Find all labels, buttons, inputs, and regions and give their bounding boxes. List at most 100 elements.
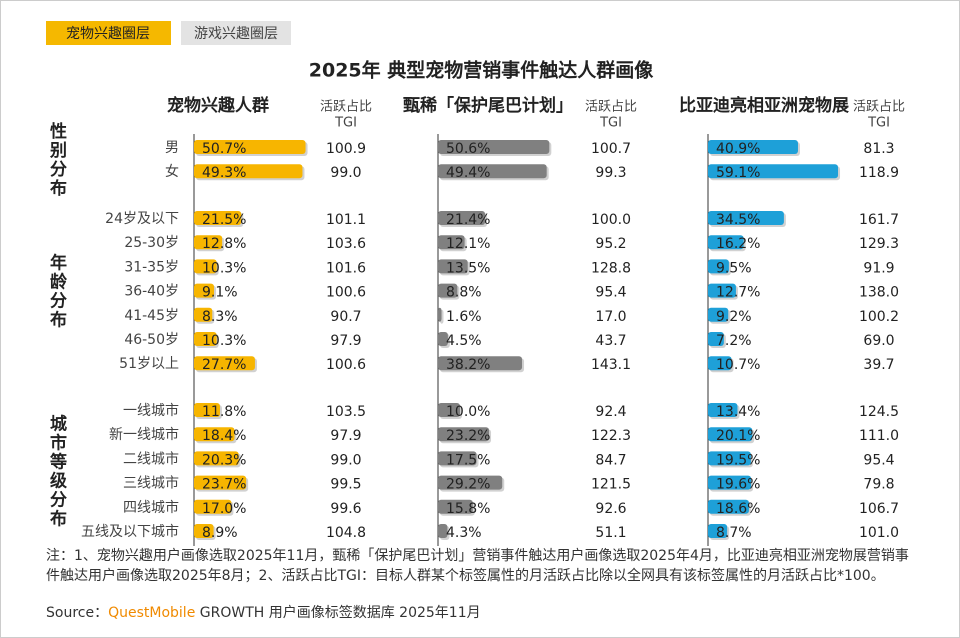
tgi-value: 100.2: [859, 309, 899, 325]
bar: [194, 475, 247, 490]
value-label: 8.9%: [202, 525, 238, 541]
chart: 宠物兴趣圈层 游戏兴趣圈层 2025年 典型宠物营销事件触达人群画像 性别分布年…: [46, 21, 905, 546]
value-label: 49.4%: [446, 165, 490, 181]
bar: [708, 164, 839, 179]
bar: [708, 524, 728, 538]
bar: [194, 307, 213, 322]
share-header: 活跃占比: [585, 100, 637, 115]
tgi-value: 101.0: [859, 525, 899, 541]
tgi-value: 99.5: [330, 477, 361, 493]
tgi-value: 90.7: [330, 309, 361, 325]
group-label: 城市等级分布: [46, 414, 67, 528]
share-header: 活跃占比: [853, 100, 905, 115]
source-brand: QuestMobile: [108, 605, 196, 621]
tgi-value: 91.9: [863, 260, 894, 276]
tgi-value: 79.8: [863, 477, 894, 493]
category-label: 新一线城市: [109, 426, 179, 443]
bar: [194, 140, 306, 154]
tgi-value: 92.4: [595, 404, 626, 420]
bar: [438, 140, 550, 154]
tgi-value: 95.2: [595, 236, 626, 252]
category-label: 46-50岁: [124, 332, 179, 348]
value-label: 17.5%: [446, 452, 490, 468]
panel-title: 宠物兴趣人群: [167, 95, 269, 116]
tgi-value: 103.5: [326, 404, 366, 420]
value-label: 20.3%: [202, 452, 246, 468]
tgi-header: TGI: [599, 116, 622, 131]
value-label: 9.1%: [202, 285, 238, 301]
bar: [708, 211, 784, 225]
category-label: 24岁及以下: [105, 211, 179, 227]
tab[interactable]: [181, 21, 291, 45]
bar: [194, 451, 239, 466]
tgi-value: 69.0: [863, 333, 894, 349]
category-label: 女: [165, 163, 179, 180]
value-label: 8.8%: [446, 285, 482, 301]
bar: [194, 403, 220, 417]
category-label: 31-35岁: [124, 259, 179, 275]
value-label: 18.4%: [202, 428, 246, 444]
tgi-value: 99.6: [330, 501, 361, 517]
category-label: 二线城市: [123, 450, 179, 467]
bar: [438, 524, 448, 538]
bar: [438, 283, 458, 298]
value-label: 12.8%: [202, 236, 246, 252]
value-label: 17.0%: [202, 501, 246, 517]
title: 2025年 典型宠物营销事件触达人群画像: [309, 59, 654, 82]
bar: [708, 427, 753, 442]
bar: [438, 403, 460, 417]
tab-label[interactable]: 游戏兴趣圈层: [194, 26, 278, 42]
bar: [438, 475, 503, 490]
tgi-value: 122.3: [591, 428, 631, 444]
tab-label[interactable]: 宠物兴趣圈层: [66, 26, 150, 42]
value-label: 50.7%: [202, 141, 246, 157]
tgi-header: TGI: [334, 116, 357, 131]
bar: [708, 499, 749, 514]
tgi-value: 100.6: [326, 357, 366, 373]
tgi-value: 97.9: [330, 333, 361, 349]
tgi-value: 39.7: [863, 357, 894, 373]
bar: [194, 235, 223, 250]
value-label: 4.3%: [446, 525, 482, 541]
tgi-value: 99.0: [330, 452, 361, 468]
value-label: 12.7%: [716, 285, 760, 301]
share-header: 活跃占比: [320, 100, 372, 115]
value-label: 13.4%: [716, 404, 760, 420]
value-label: 23.7%: [202, 477, 246, 493]
value-label: 10.0%: [446, 404, 490, 420]
group-label: 性别分布: [46, 121, 68, 198]
bar: [194, 427, 235, 442]
value-label: 40.9%: [716, 141, 760, 157]
bar: [194, 283, 215, 298]
value-label: 9.5%: [716, 260, 752, 276]
value-label: 13.5%: [446, 260, 490, 276]
bar: [708, 451, 751, 466]
tgi-value: 104.8: [326, 525, 366, 541]
category-label: 三线城市: [123, 475, 179, 492]
value-label: 21.4%: [446, 212, 490, 228]
value-label: 10.3%: [202, 333, 246, 349]
value-label: 29.2%: [446, 477, 490, 493]
value-label: 16.2%: [716, 236, 760, 252]
bar: [438, 499, 473, 514]
value-label: 10.3%: [202, 260, 246, 276]
value-label: 59.1%: [716, 165, 760, 181]
value-label: 23.2%: [446, 428, 490, 444]
value-label: 19.6%: [716, 477, 760, 493]
bar: [438, 451, 477, 466]
bar: [708, 259, 729, 274]
tgi-value: 100.9: [326, 141, 366, 157]
tgi-value: 138.0: [859, 285, 899, 301]
value-label: 7.2%: [716, 333, 752, 349]
tgi-value: 99.0: [330, 165, 361, 181]
bar: [438, 211, 486, 225]
source-label: Source：: [46, 605, 109, 621]
panel-title: 比亚迪亮相亚洲宠物展: [679, 95, 849, 116]
tab-active[interactable]: [46, 21, 171, 45]
tgi-value: 129.3: [859, 236, 899, 252]
tgi-value: 128.8: [591, 260, 631, 276]
bar: [438, 235, 465, 250]
category-label: 36-40岁: [124, 284, 179, 300]
tgi-value: 43.7: [595, 333, 626, 349]
